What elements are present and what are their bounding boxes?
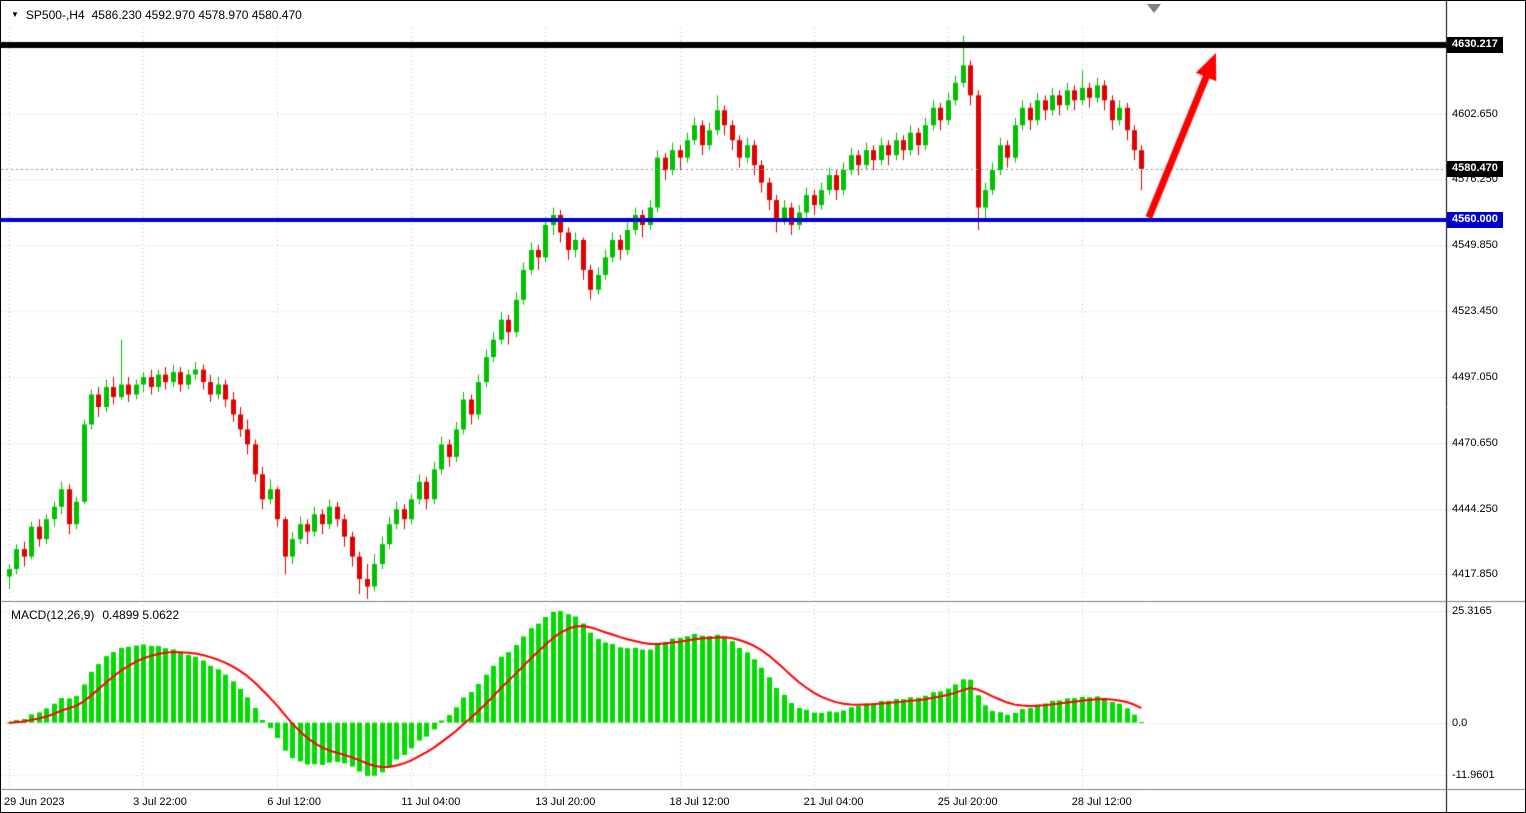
support-price-tag: 4560.000 xyxy=(1447,211,1503,228)
macd-indicator-label: MACD(12,26,9) 0.4899 5.0622 xyxy=(11,608,179,622)
resistance-price-tag: 4630.217 xyxy=(1447,36,1503,53)
macd-tick-label: 25.3165 xyxy=(1452,605,1492,618)
chart-shift-marker-icon[interactable] xyxy=(1147,4,1161,13)
time-scale[interactable]: 29 Jun 2023 3 Jul 22:00 6 Jul 12:00 11 Jul … xyxy=(1,790,1525,812)
macd-tick-label: -11.9601 xyxy=(1452,769,1495,782)
price-tick-label: 4470.650 xyxy=(1452,436,1498,449)
macd-name: MACD(12,26,9) xyxy=(11,608,95,622)
price-tick-label: 4523.450 xyxy=(1452,305,1498,318)
current-price-tag: 4580.470 xyxy=(1447,160,1503,177)
time-tick-label: 3 Jul 22:00 xyxy=(133,796,187,808)
time-tick-label: 21 Jul 04:00 xyxy=(803,796,864,808)
price-tick-label: 4417.850 xyxy=(1452,568,1498,581)
symbol-triangle-icon: ▼ xyxy=(11,10,19,19)
time-tick-label: 13 Jul 20:00 xyxy=(535,796,596,808)
time-tick-label: 29 Jun 2023 xyxy=(4,796,65,808)
symbol-name: SP500-,H4 xyxy=(25,8,85,22)
price-scale[interactable]: 4602.650 4576.250 4549.850 4523.450 4497.050… xyxy=(1446,1,1525,812)
macd-tick-label: 0.0 xyxy=(1452,716,1468,729)
price-tick-label: 4444.250 xyxy=(1452,502,1498,515)
time-tick-label: 28 Jul 12:00 xyxy=(1071,796,1132,808)
price-tick-label: 4602.650 xyxy=(1452,107,1498,120)
symbol-quote: 4586.230 4592.970 4578.970 4580.470 xyxy=(91,8,302,22)
time-tick-label: 25 Jul 20:00 xyxy=(937,796,998,808)
price-tick-label: 4497.050 xyxy=(1452,370,1498,383)
time-tick-label: 11 Jul 04:00 xyxy=(401,796,461,808)
time-tick-label: 18 Jul 12:00 xyxy=(669,796,730,808)
time-tick-label: 6 Jul 12:00 xyxy=(267,796,322,808)
symbol-title-bar: ▼ SP500-,H4 4586.230 4592.970 4578.970 4… xyxy=(11,8,302,22)
macd-values: 0.4899 5.0622 xyxy=(102,608,180,622)
price-tick-label: 4549.850 xyxy=(1452,239,1498,252)
